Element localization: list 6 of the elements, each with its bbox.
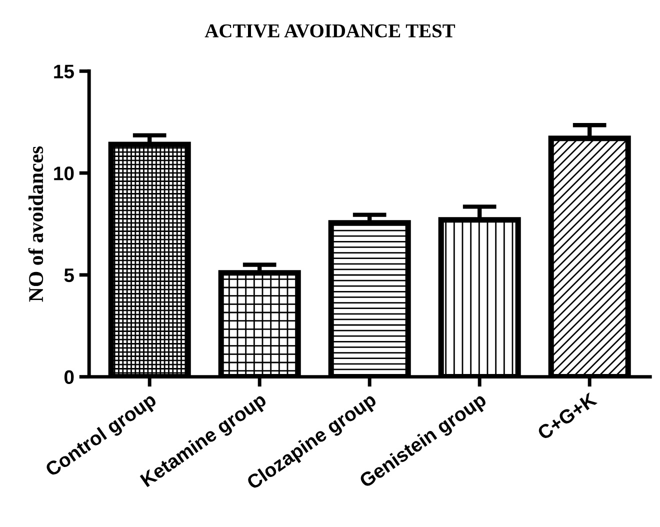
y-tick-label: 10 — [54, 166, 74, 180]
y-tick-label: 5 — [64, 268, 74, 282]
chart-title: ACTIVE AVOIDANCE TEST — [204, 24, 456, 38]
y-tick-label: 15 — [54, 64, 74, 78]
y-axis-title: NO of avoidances — [28, 146, 44, 302]
y-tick-label: 0 — [64, 370, 74, 384]
